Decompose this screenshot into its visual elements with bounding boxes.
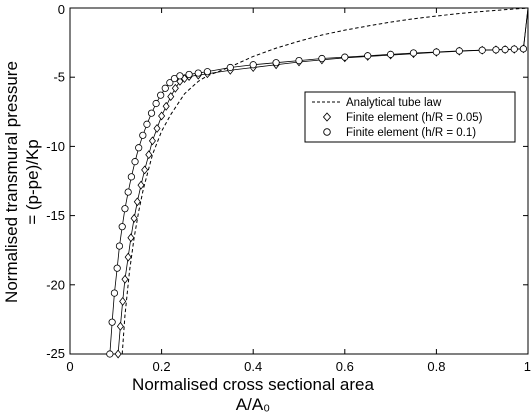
series-2-point xyxy=(195,70,201,76)
series-1-point xyxy=(168,93,174,101)
series-2-point xyxy=(410,50,416,56)
series-2-point xyxy=(109,319,115,325)
series-2-point xyxy=(227,64,233,70)
series-2-point xyxy=(456,48,462,54)
x-tick-label: 0.4 xyxy=(244,359,262,374)
y-axis-label-line1: Normalised transmural pressure xyxy=(2,61,21,303)
series-1-point xyxy=(146,151,152,159)
series-1-point xyxy=(122,275,128,283)
series-1-point xyxy=(142,166,148,174)
legend: Analytical tube law Finite element (h/R … xyxy=(305,92,515,142)
series-1-point xyxy=(138,181,144,189)
series-1-point xyxy=(159,112,165,120)
series-2-point xyxy=(157,92,163,98)
series-2-point xyxy=(144,121,150,127)
series-2-point xyxy=(125,189,131,195)
series-2-point xyxy=(273,59,279,65)
x-tick-label: 0 xyxy=(66,359,73,374)
series-2-point xyxy=(119,223,125,229)
series-1-point xyxy=(149,137,155,145)
series-1-point xyxy=(120,298,126,306)
axis-ticks: 0 0.2 0.4 0.6 0.8 1 0 -5 -10 -15 -20 -25 xyxy=(46,2,531,374)
legend-swatch-fe-01 xyxy=(324,129,331,136)
series-1-point xyxy=(117,323,123,331)
y-tick-label: -5 xyxy=(53,70,65,85)
x-axis-label-line2: A/A₀ xyxy=(236,395,270,414)
y-axis-label-line2: = (p-pe)/Kp xyxy=(23,139,42,225)
series-2-point xyxy=(128,174,134,180)
series-1-point xyxy=(131,215,137,223)
series-2-point xyxy=(387,51,393,57)
series-2-point xyxy=(132,158,138,164)
series-2-point xyxy=(250,62,256,68)
series-2-point xyxy=(107,351,113,357)
y-tick-label: -10 xyxy=(46,139,65,154)
series-2-point xyxy=(186,71,192,77)
series-2-point xyxy=(296,57,302,63)
series-2-point xyxy=(342,54,348,60)
x-axis-label-line1: Normalised cross sectional area xyxy=(132,375,374,394)
series-2-point xyxy=(153,100,159,106)
series-2-point xyxy=(520,46,526,52)
y-tick-label: -15 xyxy=(46,208,65,223)
y-tick-label: 0 xyxy=(58,2,65,17)
series-2-point xyxy=(116,243,122,249)
x-tick-label: 0.6 xyxy=(336,359,354,374)
series-2-point xyxy=(140,132,146,138)
series-1-point xyxy=(163,102,169,110)
series-1-point xyxy=(115,350,121,358)
series-group xyxy=(107,8,528,358)
series-2-point xyxy=(122,205,128,211)
series-2-point xyxy=(365,53,371,59)
x-tick-label: 0.2 xyxy=(153,359,171,374)
series-1-point xyxy=(154,125,160,133)
series-2-point xyxy=(177,73,183,79)
series-2-point xyxy=(319,55,325,61)
series-2-point xyxy=(511,46,517,52)
x-tick-label: 0.8 xyxy=(427,359,445,374)
legend-label-fe-01: Finite element (h/R = 0.1) xyxy=(346,127,476,139)
series-2-point xyxy=(433,49,439,55)
series-1-point xyxy=(128,234,134,242)
y-tick-label: -20 xyxy=(46,277,65,292)
series-1-point xyxy=(134,198,140,206)
legend-label-analytical: Analytical tube law xyxy=(346,97,442,109)
series-2-point xyxy=(493,47,499,53)
series-1-point xyxy=(125,253,131,261)
series-2-point xyxy=(148,110,154,116)
series-2-point xyxy=(162,85,168,91)
series-2-point xyxy=(204,68,210,74)
series-2-point xyxy=(114,265,120,271)
series-2-point xyxy=(136,145,142,151)
y-tick-label: -25 xyxy=(46,346,65,361)
series-2-point xyxy=(502,46,508,52)
legend-label-fe-005: Finite element (h/R = 0.05) xyxy=(346,112,483,124)
series-2-point xyxy=(111,290,117,296)
x-tick-label: 1 xyxy=(524,359,531,374)
series-2-point xyxy=(479,47,485,53)
